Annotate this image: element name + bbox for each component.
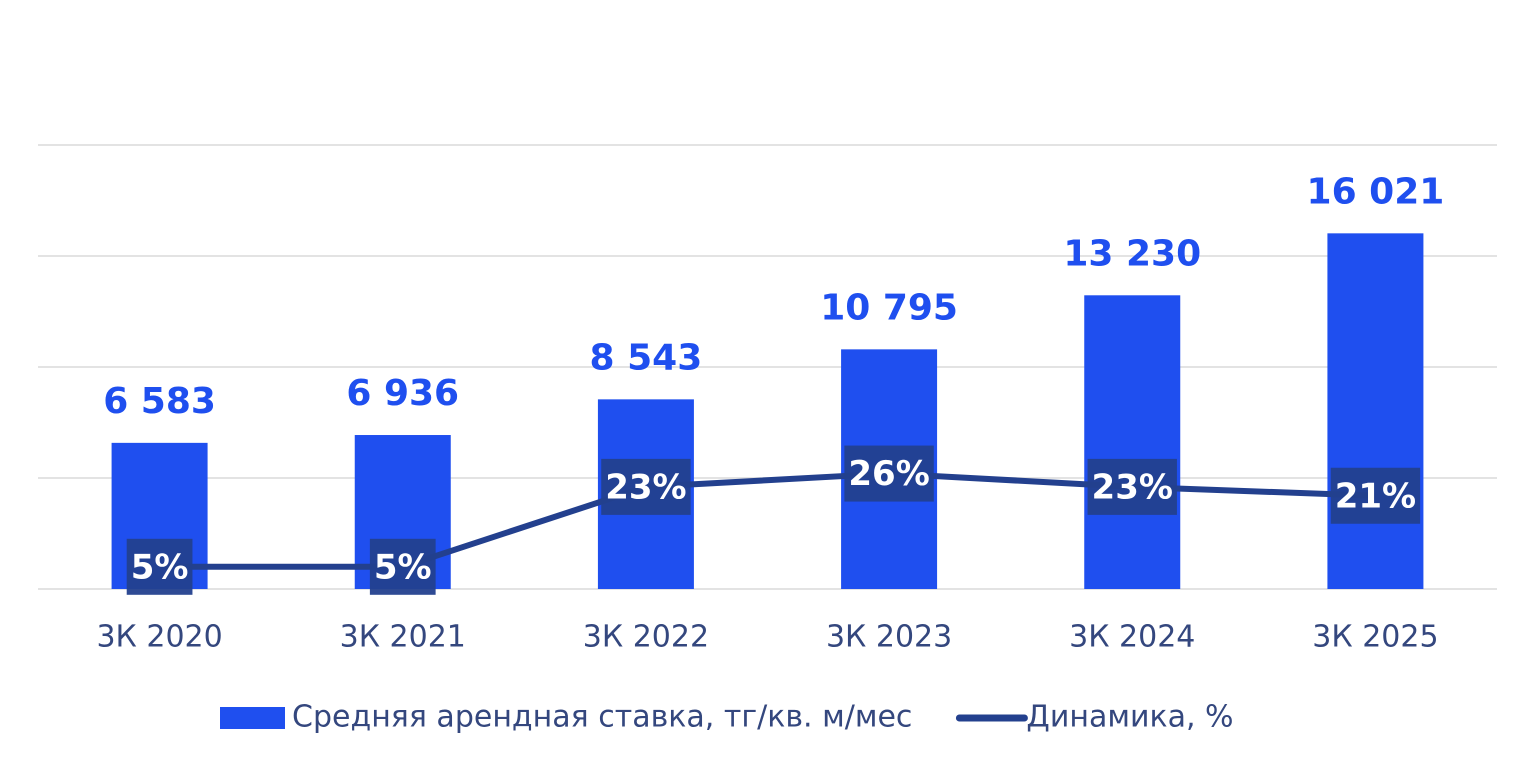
legend-label: Динамика, %: [1026, 700, 1233, 735]
bar-value-label: 6 936: [346, 373, 459, 414]
label-box: [369, 538, 436, 595]
line-value-label: 23%: [601, 458, 691, 515]
bar-value-label: 6 583: [103, 381, 216, 422]
line-value-text: 5%: [131, 547, 189, 587]
bar-value-label: 10 795: [820, 287, 958, 328]
legend: Средняя арендная ставка, тг/кв. м/мес Дин…: [220, 700, 1234, 735]
line-value-text: 23%: [1092, 467, 1173, 507]
bar-value-label: 13 230: [1063, 233, 1201, 274]
x-tick-label: 3К 2022: [583, 620, 709, 655]
bar-value-label: 8 543: [590, 337, 703, 378]
bar: [1327, 233, 1424, 589]
x-tick-label: 3К 2023: [826, 620, 952, 655]
label-box: [1087, 458, 1177, 515]
line-value-label: 5%: [369, 538, 436, 595]
line-value-label: 23%: [1087, 458, 1177, 515]
label-box: [601, 458, 691, 515]
line-value-text: 26%: [848, 454, 929, 494]
line-value-text: 23%: [605, 467, 686, 507]
label-box: [126, 538, 193, 595]
line-value-text: 5%: [374, 547, 432, 587]
line: [159, 470, 1376, 570]
legend-swatch: [220, 707, 285, 729]
legend-label: Средняя арендная ставка, тг/кв. м/мес: [292, 700, 912, 735]
bar-value-label: 16 021: [1307, 171, 1445, 212]
x-tick-label: 3К 2024: [1069, 620, 1195, 655]
line-value-label: 21%: [1330, 467, 1421, 524]
x-tick-label: 3К 2021: [340, 620, 466, 655]
x-tick-label: 3К 2025: [1312, 620, 1438, 655]
line-value-text: 21%: [1335, 476, 1416, 516]
label-box: [844, 445, 934, 502]
label-box: [1330, 467, 1421, 524]
x-tick-label: 3К 2020: [96, 620, 222, 655]
bar: [1084, 295, 1181, 589]
line-value-label: 26%: [844, 445, 934, 502]
line-value-label: 5%: [126, 538, 193, 595]
